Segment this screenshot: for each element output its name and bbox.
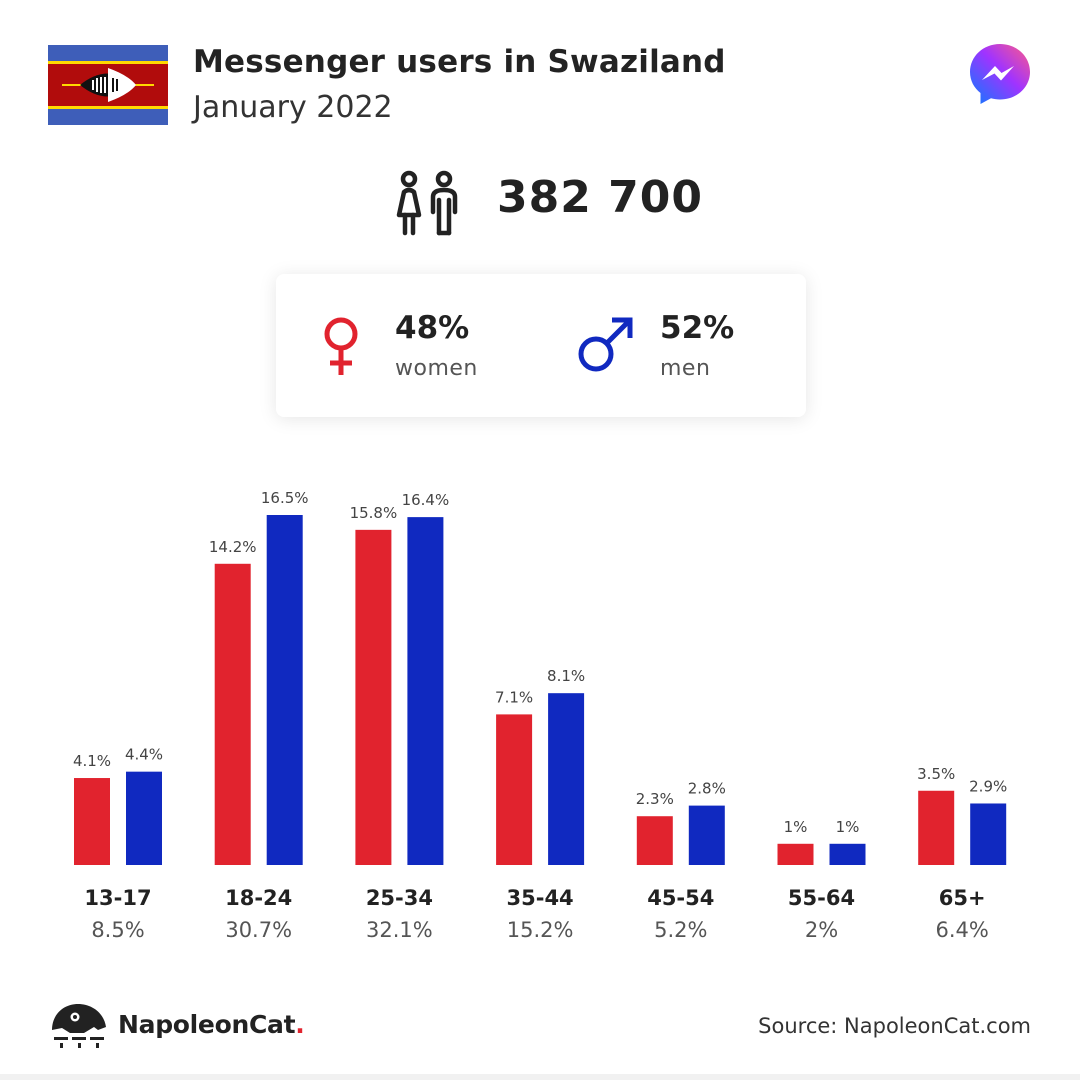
data-label-men-55-64: 1% [836,818,860,836]
bar-women-25-34 [355,529,392,865]
category-label-25-34: 25-34 [366,886,433,910]
bar-women-65+ [918,790,955,865]
data-label-men-25-34: 16.4% [402,491,450,509]
category-total-35-44: 15.2% [507,918,574,942]
data-label-men-65+: 2.9% [969,777,1007,795]
women-percent: 48% [395,310,470,346]
data-label-women-65+: 3.5% [917,765,955,783]
page-subtitle: January 2022 [193,90,393,125]
bar-men-35-44 [548,693,585,865]
category-total-25-34: 32.1% [366,918,433,942]
brand-name-text: NapoleonCat [118,1010,296,1039]
category-total-18-24: 30.7% [225,918,292,942]
category-total-55-64: 2% [805,918,838,942]
male-symbol-icon [578,317,633,372]
users-icon [396,170,458,236]
men-percent: 52% [660,310,735,346]
bar-men-18-24 [266,515,303,865]
brand-dot: . [295,1010,305,1039]
data-label-women-25-34: 15.8% [350,504,398,522]
swaziland-flag-icon [48,45,168,125]
source-text: Source: NapoleonCat.com [758,1014,1031,1038]
bar-women-35-44 [496,714,533,865]
bar-women-18-24 [214,563,251,865]
bar-men-25-34 [407,517,444,865]
female-symbol-icon [324,317,358,375]
women-label: women [395,356,478,381]
category-label-55-64: 55-64 [788,886,855,910]
bar-men-13-17 [126,771,162,865]
bar-women-55-64 [777,843,814,865]
bar-women-45-54 [636,816,673,865]
bar-men-45-54 [688,805,725,865]
category-label-13-17: 13-17 [84,886,151,910]
bar-men-55-64 [829,843,866,865]
category-label-35-44: 35-44 [507,886,574,910]
data-label-men-35-44: 8.1% [547,667,585,685]
gender-split-card: 48% women 52% men [276,274,806,417]
category-total-65+: 6.4% [936,918,989,942]
data-label-men-13-17: 4.4% [125,746,163,764]
men-label: men [660,356,711,381]
category-total-45-54: 5.2% [654,918,707,942]
data-label-women-18-24: 14.2% [209,538,257,556]
total-users-count: 382 700 [497,172,704,223]
category-label-18-24: 18-24 [225,886,292,910]
data-label-women-13-17: 4.1% [73,752,111,770]
data-label-men-18-24: 16.5% [261,489,309,507]
category-label-45-54: 45-54 [647,886,714,910]
data-label-women-35-44: 7.1% [495,688,533,706]
category-total-13-17: 8.5% [91,918,144,942]
messenger-logo-icon [970,44,1030,104]
napoleoncat-logo-icon [52,1004,106,1048]
brand-name: NapoleonCat. [118,1010,305,1039]
page-title: Messenger users in Swaziland [193,44,726,80]
category-label-65+: 65+ [939,886,986,910]
bar-men-65+ [970,803,1007,865]
bottom-strip [0,1074,1080,1080]
data-label-men-45-54: 2.8% [688,780,726,798]
data-label-women-45-54: 2.3% [636,790,674,808]
age-gender-bar-chart: 4.1% 4.4% 13-17 8.5% 14.2% 16.5% 18-24 30.7% 15.… [73,489,1007,942]
data-label-women-55-64: 1% [784,818,808,836]
bar-women-13-17 [74,778,110,865]
